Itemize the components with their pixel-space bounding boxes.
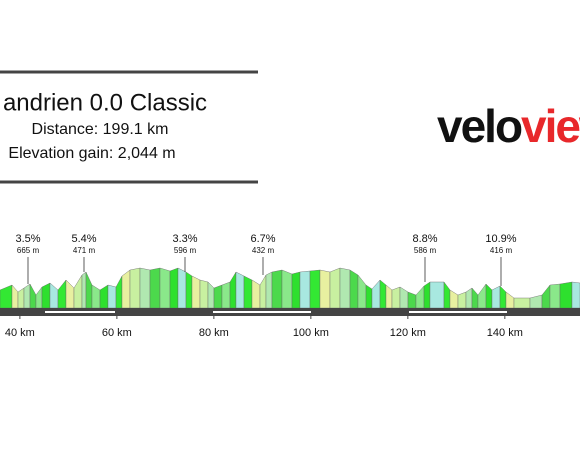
logo-view: view (521, 100, 580, 152)
logo-velo: velo (437, 100, 522, 152)
profile-segment (213, 284, 223, 309)
x-tick-label: 140 km (487, 327, 523, 339)
profile-segment (41, 282, 51, 309)
x-tick-label: 40 km (5, 327, 35, 339)
climb-length: 665 m (17, 246, 40, 255)
profile-segment (291, 271, 301, 309)
profile-segment (17, 287, 25, 309)
profile-segment (169, 267, 179, 309)
climb-length: 432 m (252, 246, 275, 255)
profile-segment (443, 281, 451, 309)
profile-segment (91, 284, 101, 309)
profile-segment (199, 279, 209, 309)
climb-length: 586 m (414, 246, 437, 255)
profile-segment (309, 269, 321, 309)
climb-gradient: 8.8% (412, 233, 437, 245)
profile-segment (271, 269, 283, 309)
profile-segment (385, 284, 393, 309)
profile-segment (35, 286, 43, 309)
profile-segment (191, 275, 201, 309)
profile-segment (505, 291, 515, 309)
x-tick-label: 120 km (390, 327, 426, 339)
profile-segment (57, 279, 67, 309)
profile-segment (499, 285, 507, 309)
profile-segment (379, 279, 387, 309)
climb-length: 596 m (174, 246, 197, 255)
profile-segment (121, 269, 131, 309)
profile-segment (407, 291, 417, 309)
profile-segment (11, 284, 19, 309)
profile-segment (371, 279, 381, 309)
profile-segment (23, 283, 31, 309)
profile-segment (477, 283, 487, 309)
climb-length: 471 m (73, 246, 96, 255)
profile-segment (457, 291, 467, 309)
elevation-gain: Elevation gain: 2,044 m (8, 145, 175, 162)
profile-segment (207, 281, 215, 309)
profile-segment (491, 285, 501, 309)
profile-segment (415, 285, 425, 309)
profile-segment (571, 281, 580, 309)
profile-segment (29, 283, 37, 309)
profile-segment (177, 267, 187, 309)
profile-segment (449, 289, 459, 309)
profile-segment (229, 271, 237, 309)
profile-segment (471, 287, 479, 309)
profile-segment (73, 274, 83, 309)
profile (0, 267, 580, 309)
climb-gradient: 3.5% (15, 233, 40, 245)
profile-segment (391, 286, 401, 309)
profile-segment (485, 283, 493, 309)
profile-segment (99, 284, 109, 309)
profile-segment (115, 275, 123, 309)
profile-segment (65, 279, 75, 309)
profile-segment (559, 281, 573, 309)
profile-segment (357, 274, 367, 309)
profile-segment (159, 267, 171, 309)
climb-length: 416 m (490, 246, 513, 255)
profile-segment (49, 282, 59, 309)
x-tick-label: 80 km (199, 327, 229, 339)
profile-segment (399, 286, 409, 309)
profile-segment (0, 284, 13, 309)
profile-segment (221, 281, 231, 309)
profile-segment (243, 275, 253, 309)
profile-segment (299, 270, 311, 309)
climb-gradient: 6.7% (250, 233, 275, 245)
profile-segment (465, 287, 473, 309)
profile-segment (235, 271, 245, 309)
profile-segment (319, 269, 331, 309)
profile-segment (529, 294, 543, 309)
profile-segment (329, 267, 341, 309)
climb-gradient: 10.9% (485, 233, 516, 245)
profile-segment (81, 271, 87, 309)
x-tick-label: 60 km (102, 327, 132, 339)
distance: Distance: 199.1 km (32, 121, 169, 138)
logo: veloview (437, 100, 580, 152)
profile-segment (185, 271, 193, 309)
profile-segment (429, 281, 445, 309)
profile-segment (85, 271, 93, 309)
profile-segment (107, 284, 117, 309)
profile-segment (265, 271, 273, 309)
profile-segment (365, 284, 373, 309)
profile-segment (251, 279, 261, 309)
profile-segment (139, 267, 151, 309)
climb-gradient: 5.4% (71, 233, 96, 245)
profile-segment (149, 267, 161, 309)
profile-segment (513, 297, 531, 309)
profile-segment (423, 281, 431, 309)
climb-gradient: 3.3% (172, 233, 197, 245)
profile-segment (349, 269, 359, 309)
profile-segment (259, 274, 267, 309)
title: andrien 0.0 Classic (3, 89, 207, 116)
x-tick-label: 100 km (293, 327, 329, 339)
profile-segment (281, 269, 293, 309)
profile-segment (549, 283, 561, 309)
profile-segment (339, 267, 351, 309)
profile-segment (129, 267, 141, 309)
profile-segment (541, 284, 551, 309)
